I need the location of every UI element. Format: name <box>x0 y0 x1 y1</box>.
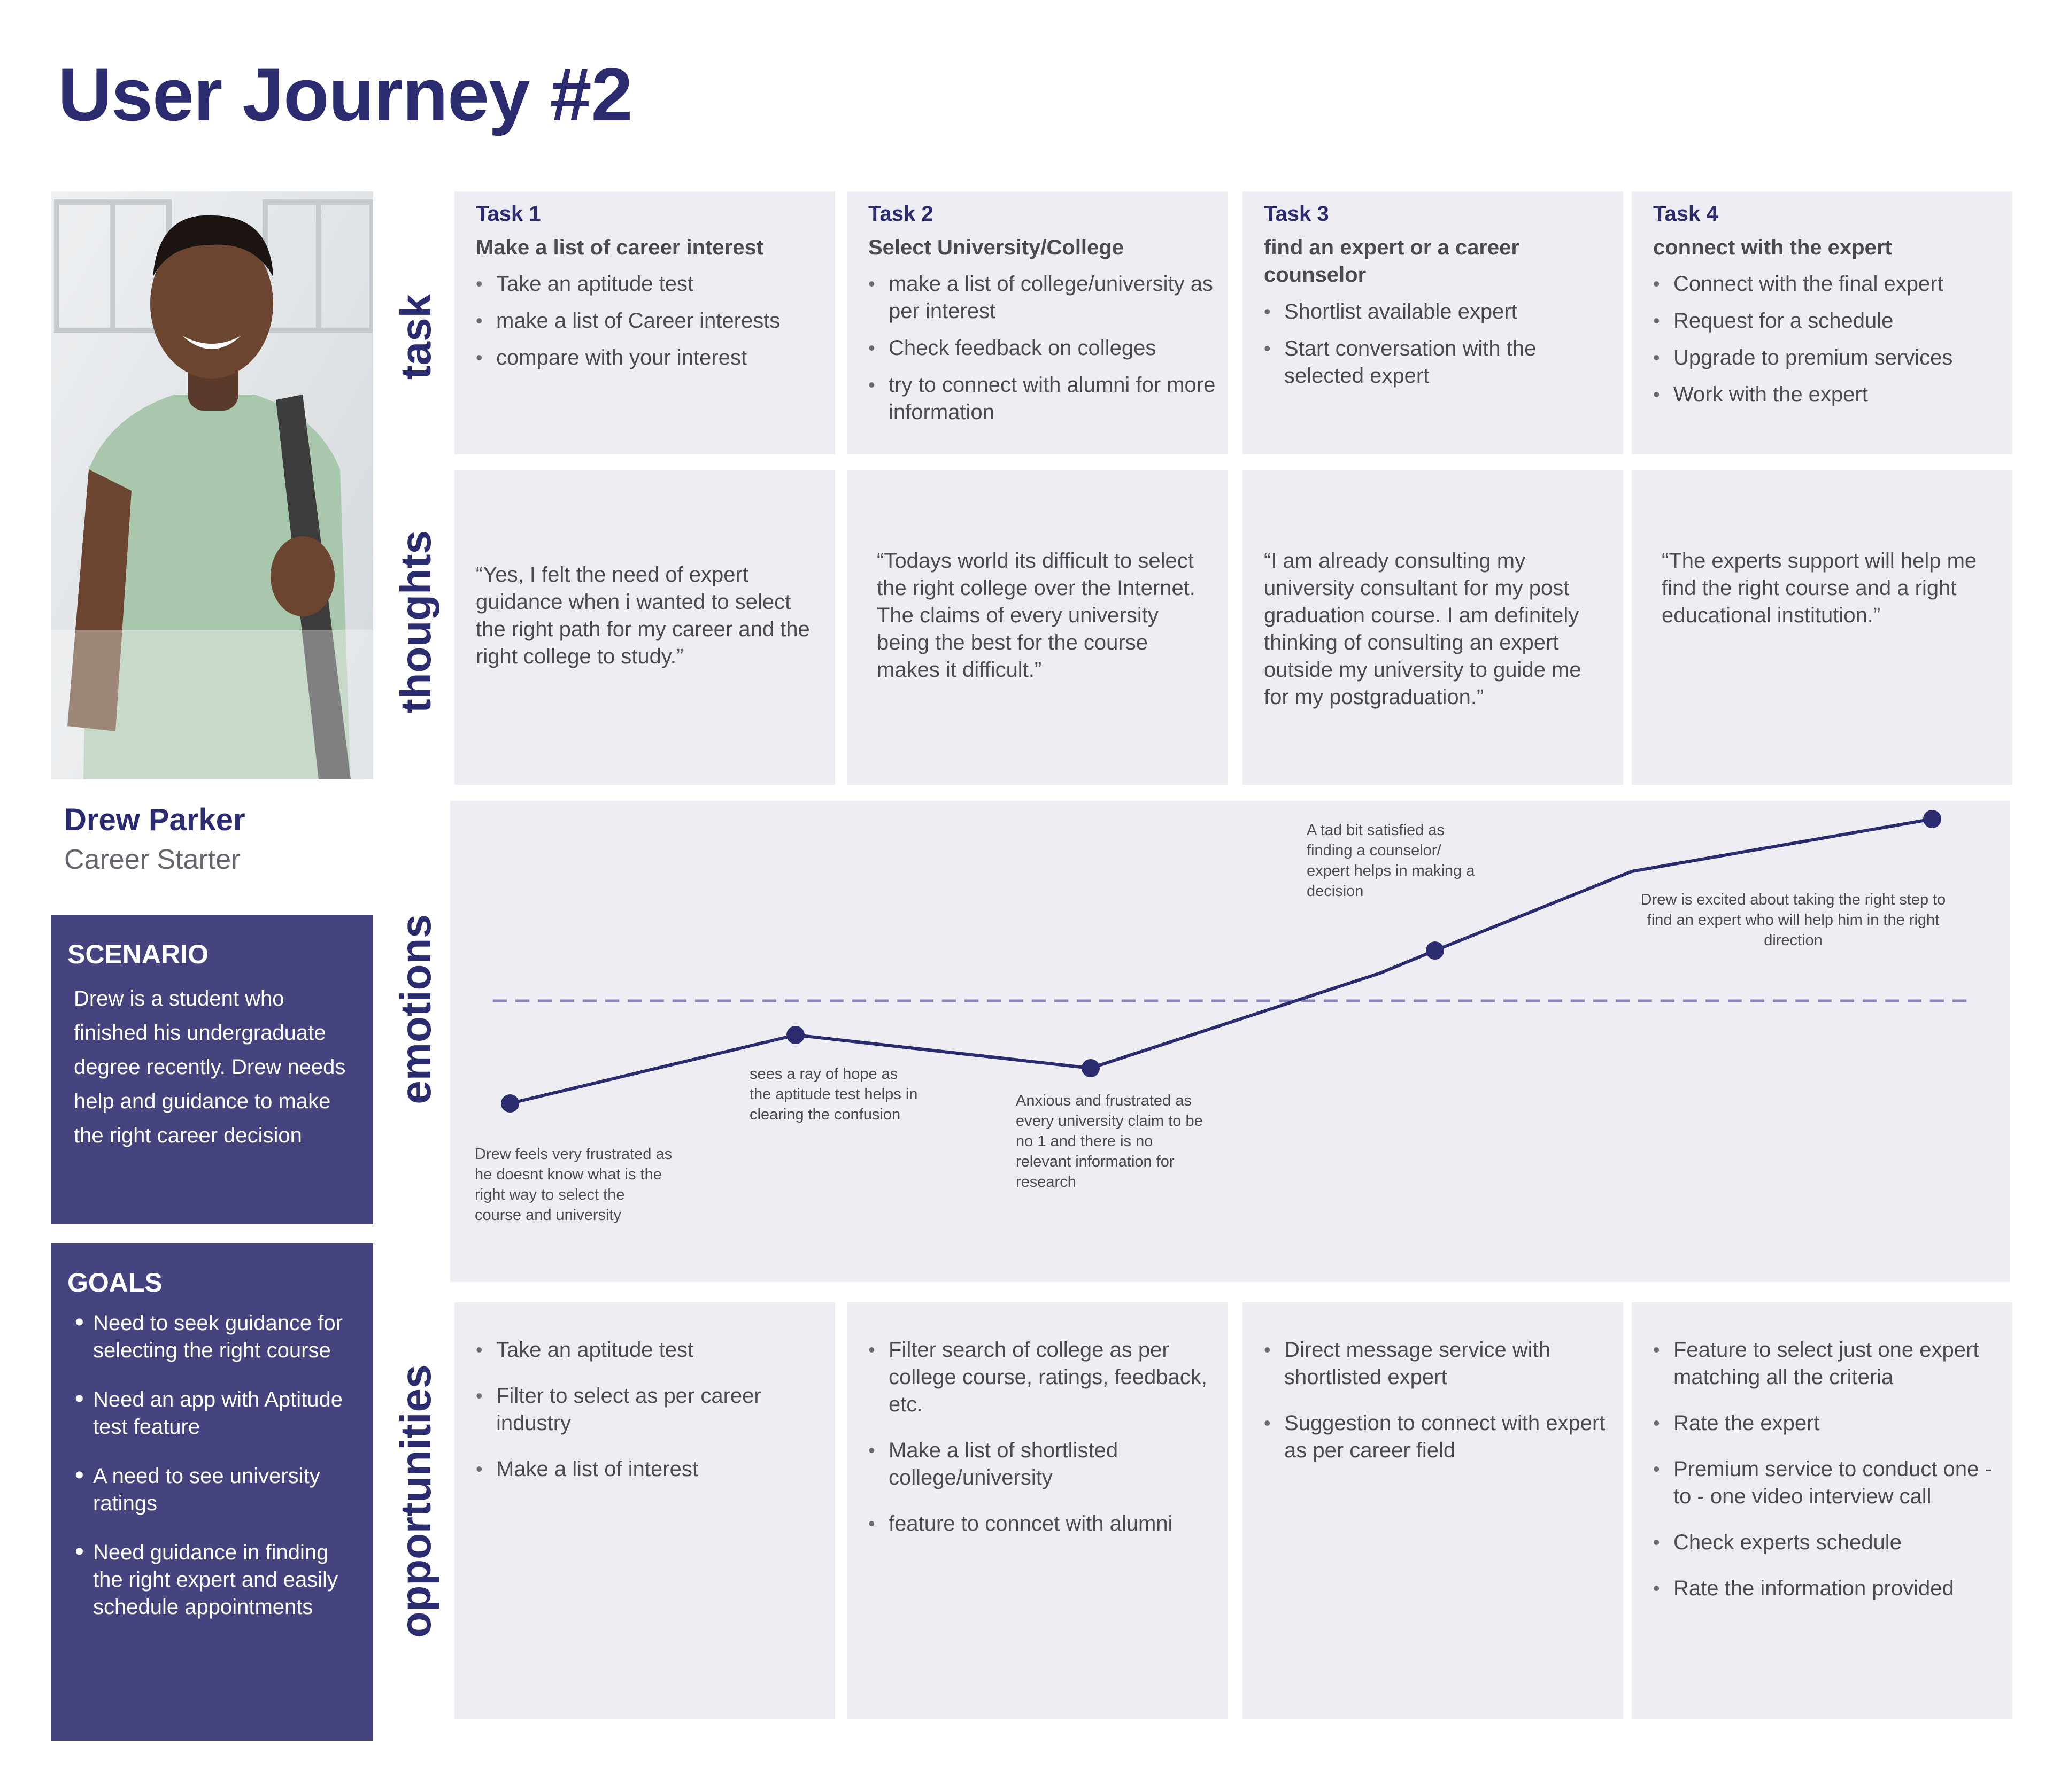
emotion-line <box>510 817 1933 1105</box>
opportunity-item: Feature to select just one expert matchi… <box>1653 1336 2002 1391</box>
opportunity-item: Rate the information provided <box>1653 1574 2002 1602</box>
task-label: Task 3 <box>1264 202 1329 226</box>
opportunity-item: Check experts schedule <box>1653 1528 2002 1556</box>
task-step: Start conversation with the selected exp… <box>1264 335 1612 390</box>
task-card-2: Task 2 Select University/College make a … <box>847 191 1228 454</box>
persona-name: Drew Parker <box>64 802 245 837</box>
task-step: Upgrade to premium services <box>1653 344 2002 372</box>
task-step: make a list of college/university as per… <box>868 270 1217 325</box>
row-label-opportunities: opportunities <box>392 1364 439 1638</box>
emotion-point <box>1426 941 1444 960</box>
goal-item: A need to see university ratings <box>67 1462 357 1517</box>
opportunity-item: Direct message service with shortlisted … <box>1264 1336 1612 1391</box>
task-card-1: Task 1 Make a list of career interest Ta… <box>454 191 835 454</box>
task-title: find an expert or a career counselor <box>1264 236 1519 287</box>
task-step: Shortlist available expert <box>1264 298 1612 326</box>
emotion-note: Anxious and frustrated as every universi… <box>1016 1092 1203 1191</box>
opportunity-list: Take an aptitude test Filter to select a… <box>476 1336 824 1502</box>
task-step: Take an aptitude test <box>476 270 824 298</box>
task-title: connect with the expert <box>1653 236 1892 259</box>
persona-photo <box>51 191 373 779</box>
opportunity-item: feature to conncet with alumni <box>868 1510 1217 1538</box>
goal-item: Need to seek guidance for selecting the … <box>67 1309 357 1364</box>
task-label: Task 2 <box>868 202 933 226</box>
task-label: Task 4 <box>1653 202 1718 226</box>
page-title: User Journey #2 <box>58 52 632 136</box>
opportunity-item: Suggestion to connect with expert as per… <box>1264 1409 1612 1464</box>
task-steps: make a list of college/university as per… <box>868 270 1217 436</box>
opportunity-card-1: Take an aptitude test Filter to select a… <box>454 1302 835 1719</box>
task-title: Make a list of career interest <box>476 236 764 259</box>
thought-card-2: “Todays world its difficult to select th… <box>847 470 1228 785</box>
opportunity-list: Direct message service with shortlisted … <box>1264 1336 1612 1483</box>
opportunity-card-3: Direct message service with shortlisted … <box>1242 1302 1623 1719</box>
thought-quote: “I am already consulting my university c… <box>1264 549 1581 709</box>
opportunity-item: Make a list of shortlisted college/unive… <box>868 1436 1217 1492</box>
task-step: compare with your interest <box>476 344 824 372</box>
emotion-curve <box>493 810 1974 1113</box>
task-step: Check feedback on colleges <box>868 334 1217 362</box>
task-step: Request for a schedule <box>1653 307 2002 335</box>
emotion-point <box>1082 1059 1100 1077</box>
emotion-point <box>1923 810 1941 828</box>
opportunity-list: Filter search of college as per college … <box>868 1336 1217 1556</box>
emotion-note: Drew feels very frustrated as he doesnt … <box>475 1146 673 1224</box>
row-label-thoughts: thoughts <box>392 530 439 714</box>
task-step: Connect with the final expert <box>1653 270 2002 298</box>
opportunity-card-2: Filter search of college as per college … <box>847 1302 1228 1719</box>
emotion-note: Drew is excited about taking the right s… <box>1640 891 1946 949</box>
task-card-4: Task 4 connect with the expert Connect w… <box>1632 191 2012 454</box>
thought-quote: “Todays world its difficult to select th… <box>877 549 1195 682</box>
goal-item: Need guidance in finding the right exper… <box>67 1538 357 1621</box>
emotions-panel: Drew feels very frustrated as he doesnt … <box>450 801 2010 1282</box>
persona-photo-illustration <box>51 191 373 779</box>
opportunity-item: Take an aptitude test <box>476 1336 824 1364</box>
task-step: try to connect with alumni for more info… <box>868 371 1217 426</box>
opportunity-item: Premium service to conduct one - to - on… <box>1653 1455 2002 1510</box>
scenario-heading: SCENARIO <box>67 939 209 969</box>
task-steps: Shortlist available expert Start convers… <box>1264 298 1612 399</box>
thought-card-1: “Yes, I felt the need of expert guidance… <box>454 470 835 785</box>
goals-heading: GOALS <box>67 1268 163 1297</box>
opportunity-card-4: Feature to select just one expert matchi… <box>1632 1302 2012 1719</box>
emotion-point <box>786 1026 805 1044</box>
thought-quote: “Yes, I felt the need of expert guidance… <box>476 563 810 668</box>
emotion-note: A tad bit satisfied as finding a counsel… <box>1307 822 1475 900</box>
thought-card-3: “I am already consulting my university c… <box>1242 470 1623 785</box>
task-steps: Connect with the final expert Request fo… <box>1653 270 2002 418</box>
row-label-emotions: emotions <box>392 914 439 1104</box>
thought-quote: “The experts support will help me find t… <box>1662 549 1977 627</box>
opportunity-item: Rate the expert <box>1653 1409 2002 1437</box>
goals-list: Need to seek guidance for selecting the … <box>67 1309 357 1621</box>
task-label: Task 1 <box>476 202 541 226</box>
task-card-3: Task 3 find an expert or a career counse… <box>1242 191 1623 454</box>
opportunity-list: Feature to select just one expert matchi… <box>1653 1336 2002 1621</box>
task-step: Work with the expert <box>1653 381 2002 408</box>
opportunity-item: Filter search of college as per college … <box>868 1336 1217 1418</box>
row-label-task: task <box>392 293 439 380</box>
emotion-point <box>501 1094 519 1113</box>
scenario-text: Drew is a student who finished his under… <box>74 987 346 1147</box>
opportunity-item: Make a list of interest <box>476 1455 824 1483</box>
emotion-note: sees a ray of hope as the aptitude test … <box>750 1065 918 1123</box>
goals-panel: GOALS Need to seek guidance for selectin… <box>51 1243 373 1741</box>
task-title: Select University/College <box>868 236 1124 259</box>
task-step: make a list of Career interests <box>476 307 824 335</box>
scenario-panel: SCENARIO Drew is a student who finished … <box>51 915 373 1224</box>
opportunity-item: Filter to select as per career industry <box>476 1382 824 1437</box>
thought-card-4: “The experts support will help me find t… <box>1632 470 2012 785</box>
task-steps: Take an aptitude test make a list of Car… <box>476 270 824 381</box>
goal-item: Need an app with Aptitude test feature <box>67 1385 357 1441</box>
persona-role: Career Starter <box>64 844 241 875</box>
